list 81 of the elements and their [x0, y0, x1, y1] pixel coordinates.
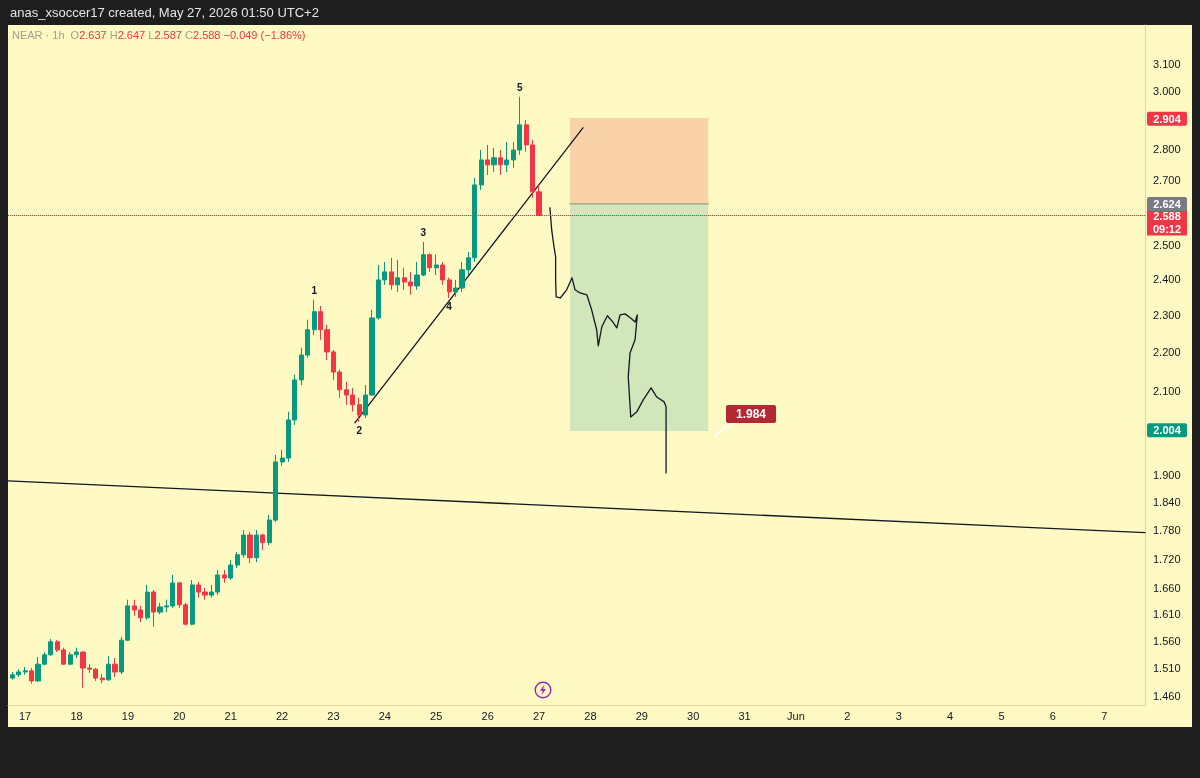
y-tick-label: 1.720: [1153, 552, 1181, 565]
y-tick-label: 2.500: [1153, 238, 1181, 251]
x-tick-label: 28: [584, 709, 597, 722]
annotation: 2: [356, 425, 363, 437]
candlestick: [29, 667, 34, 685]
y-tick-label: 1.660: [1153, 582, 1181, 595]
annotation: O2.637 H2.647 L2.587 C2.588 −0.049 (−1.86%): [70, 29, 306, 41]
candlestick: [395, 259, 400, 293]
y-tick-label: 2.400: [1153, 272, 1181, 285]
candlestick: [106, 655, 111, 682]
annotation: 2.624: [1153, 197, 1182, 210]
x-tick-label: 25: [430, 709, 443, 722]
y-tick-label: 1.780: [1153, 523, 1181, 536]
x-tick-label: 2: [844, 709, 851, 722]
candlestick: [447, 277, 452, 299]
annotation: 5: [516, 82, 523, 94]
candlestick: [491, 147, 497, 173]
candlestick: [190, 579, 195, 626]
annotation: 09:12: [1152, 222, 1182, 235]
x-tick-label: 17: [19, 709, 32, 722]
y-tick-label: 1.610: [1153, 608, 1181, 621]
chart-title: anas_xsoccer17 created, May 27, 2026 01:50 UTC+2: [10, 5, 319, 20]
candlestick: [479, 149, 484, 191]
x-tick-label: 4: [947, 709, 954, 722]
x-tick-label: 24: [378, 709, 391, 722]
annotation: 1.984: [736, 407, 767, 421]
candlestick: [151, 589, 156, 628]
x-tick-label: 21: [224, 709, 237, 722]
annotation: 1: [311, 285, 318, 297]
annotation: 2.904: [1153, 112, 1182, 125]
x-tick-label: 27: [532, 709, 546, 722]
x-tick-label: 30: [687, 709, 700, 722]
chart-subtitle: NEAR · 1h: [12, 29, 65, 41]
x-tick-label: 31: [738, 709, 751, 722]
ref-line-label: 2.588: [1153, 209, 1181, 222]
x-tick-label: 3: [895, 709, 902, 722]
y-tick-label: 1.460: [1153, 690, 1181, 703]
candlestick: [112, 657, 118, 678]
x-tick-label: 23: [327, 709, 340, 722]
candlestick: [260, 533, 265, 551]
x-tick-label: Jun: [787, 709, 805, 722]
annotation: 2.004: [1153, 424, 1182, 437]
candlestick: [357, 397, 362, 423]
x-tick-label: 22: [275, 709, 289, 722]
candlestick: [440, 261, 445, 286]
y-tick-label: 1.840: [1153, 496, 1181, 509]
candlestick: [485, 144, 490, 176]
annotation: 4: [446, 301, 453, 313]
x-tick-label: 26: [481, 709, 494, 722]
line-series: [549, 207, 667, 474]
candlestick: [247, 531, 253, 564]
y-tick-label: 2.800: [1153, 143, 1181, 156]
candlestick: [498, 149, 503, 176]
candlestick: [504, 141, 509, 173]
x-tick-label: 7: [1101, 709, 1108, 722]
x-tick-label: 6: [1049, 709, 1056, 722]
x-tick-label: 18: [70, 709, 83, 722]
candlestick: [254, 529, 259, 563]
candlestick: [23, 666, 28, 676]
y-tick-label: 1.900: [1153, 469, 1181, 482]
candlestick: [427, 252, 432, 273]
candlestick: [100, 673, 105, 684]
y-tick-label: 2.700: [1153, 173, 1181, 186]
y-tick-label: 1.510: [1153, 662, 1181, 675]
y-tick-label: 2.300: [1153, 308, 1181, 321]
x-tick-label: 19: [121, 709, 135, 722]
x-tick-label: 29: [635, 709, 648, 722]
y-tick-label: 3.100: [1153, 57, 1181, 70]
y-tick-label: 2.100: [1153, 385, 1181, 398]
candlestick: [222, 569, 227, 584]
candlestick: [434, 254, 439, 276]
candlestick: [312, 299, 317, 336]
annotation: 3: [420, 227, 427, 239]
y-tick-label: 2.200: [1153, 345, 1181, 358]
x-tick-label: 20: [173, 709, 186, 722]
y-tick-label: 3.000: [1153, 85, 1181, 98]
x-tick-label: 5: [998, 709, 1005, 722]
candlestick: [389, 257, 394, 291]
candlestick: [228, 559, 233, 581]
y-tick-label: 1.560: [1153, 634, 1181, 647]
candlestick: [145, 584, 150, 621]
